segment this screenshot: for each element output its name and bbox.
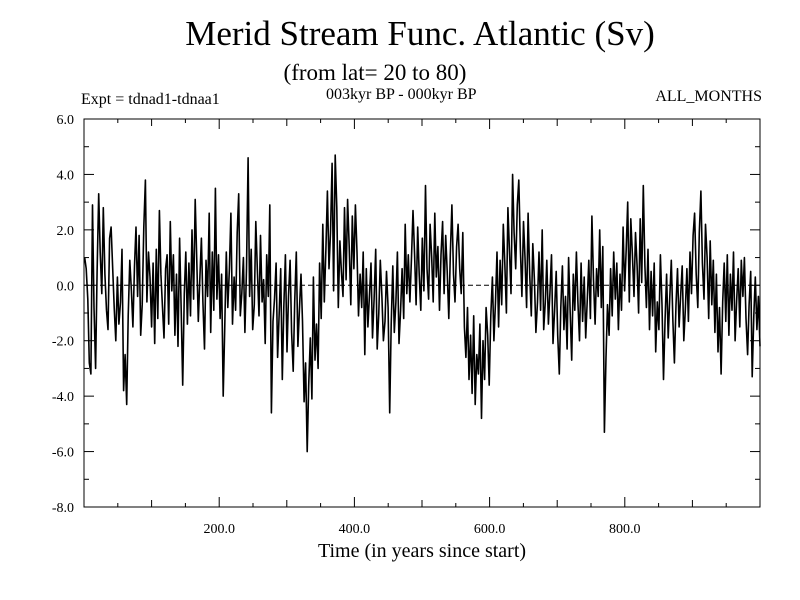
x-tick-label: 600.0 [474, 522, 506, 537]
x-tick-labels: 200.0 400.0 600.0 800.0 [203, 522, 640, 537]
y-tick-label: 6.0 [57, 113, 75, 128]
plot-frame [83, 118, 761, 508]
series-line [83, 154, 761, 453]
x-tick-label: 200.0 [203, 522, 235, 537]
y-tick-labels: 6.0 4.0 2.0 0.0 -2.0 -4.0 -6.0 -8.0 [52, 113, 74, 516]
y-tick-label: 4.0 [57, 168, 75, 183]
y-tick-label: 2.0 [57, 224, 75, 239]
months-label: ALL_MONTHS [655, 88, 762, 105]
y-tick-label: -6.0 [52, 446, 74, 461]
y-tick-label: -2.0 [52, 335, 74, 350]
experiment-label: Expt = tdnad1-tdnaa1 [81, 91, 220, 108]
chart-subtitle: (from lat= 20 to 80) [283, 60, 467, 85]
x-axis-label: Time (in years since start) [317, 540, 527, 562]
x-tick-label: 400.0 [339, 522, 371, 537]
y-tick-label: 0.0 [57, 279, 75, 294]
x-tick-label: 800.0 [609, 522, 641, 537]
period-label: 003kyr BP - 000kyr BP [326, 86, 477, 103]
y-tick-label: -4.0 [52, 390, 74, 405]
chart-title: Merid Stream Func. Atlantic (Sv) [185, 14, 655, 53]
y-tick-label: -8.0 [52, 501, 74, 516]
